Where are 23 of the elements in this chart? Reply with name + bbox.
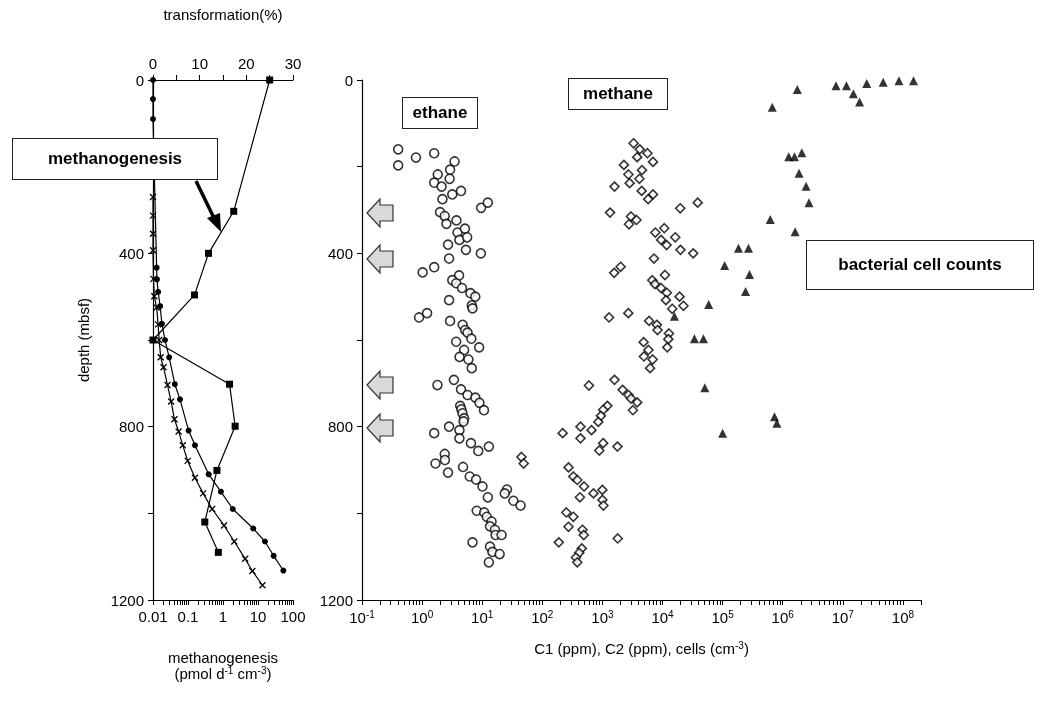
x2-axis-title: transformation(%) (163, 6, 283, 23)
x-tick-label: 100 (280, 608, 306, 625)
x2-tick-label: 0 (148, 55, 158, 72)
annotation: methanogenesis (47, 149, 183, 169)
x-tick-label: 0.1 (177, 608, 199, 625)
y-tick-label: 800 (327, 418, 353, 436)
text: methane (583, 84, 653, 104)
x-tick-label: 0.01 (138, 608, 168, 625)
y-tick-label: 1200 (110, 591, 144, 609)
text: bacterial cell counts (838, 255, 1002, 275)
series-label: ethane (412, 103, 468, 123)
y-tick-label: 0 (344, 71, 353, 89)
y-tick-label: 400 (327, 244, 353, 262)
y-tick-label: 1200 (319, 591, 353, 609)
y-tick-label: 0 (135, 71, 144, 89)
y-axis-title: depth (mbsf) (75, 297, 92, 383)
x-tick-label: 10 (249, 608, 267, 625)
x2-tick-label: 10 (191, 55, 209, 72)
y-tick-label: 400 (118, 244, 144, 262)
x2-tick-label: 20 (237, 55, 255, 72)
x-tick-label: 1 (218, 608, 228, 625)
x2-tick-label: 30 (284, 55, 302, 72)
y-tick-label: 800 (118, 418, 144, 436)
